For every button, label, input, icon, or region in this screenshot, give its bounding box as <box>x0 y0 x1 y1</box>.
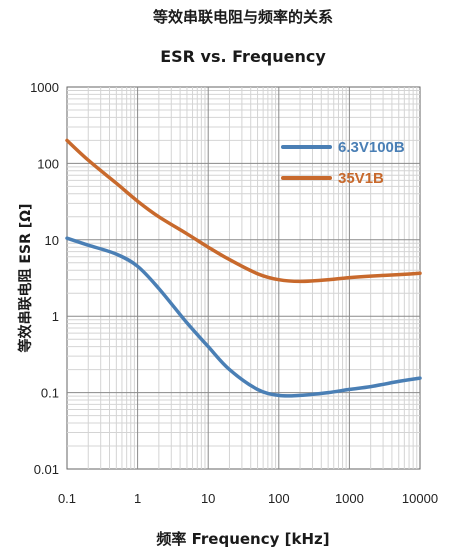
y-tick-label: 0.01 <box>34 462 59 477</box>
major-grid <box>67 87 420 469</box>
series-line-35V1B <box>65 138 422 284</box>
legend-label-35V1B: 35V1B <box>338 170 384 187</box>
minor-grid <box>67 87 420 469</box>
x-axis-ticks: 0.1 1 10 100 1000 10000 <box>58 491 438 506</box>
y-tick-label: 1 <box>52 309 59 324</box>
y-tick-label: 1000 <box>30 80 59 95</box>
chart-title: 等效串联电阻与频率的关系 <box>153 8 333 26</box>
x-tick-label: 100 <box>268 491 290 506</box>
y-axis-ticks: 1000 100 10 1 0.1 0.01 <box>30 80 59 477</box>
chart-subtitle: ESR vs. Frequency <box>160 47 326 66</box>
series-lines <box>65 138 422 398</box>
y-axis-label: 等效串联电阻 ESR [Ω] <box>17 204 34 353</box>
legend: 6.3V100B 35V1B <box>281 139 405 187</box>
x-tick-label: 10000 <box>402 491 438 506</box>
x-tick-label: 0.1 <box>58 491 76 506</box>
plot-area <box>65 86 422 470</box>
x-tick-label: 1 <box>134 491 141 506</box>
x-axis-label: 频率 Frequency [kHz] <box>156 530 329 548</box>
y-tick-label: 10 <box>45 233 59 248</box>
x-tick-label: 10 <box>201 491 215 506</box>
y-tick-label: 0.1 <box>41 386 59 401</box>
series-line-6.3V100B <box>65 236 422 398</box>
x-tick-label: 1000 <box>335 491 364 506</box>
legend-label-6.3V100B: 6.3V100B <box>338 139 405 156</box>
y-tick-label: 100 <box>37 156 59 171</box>
